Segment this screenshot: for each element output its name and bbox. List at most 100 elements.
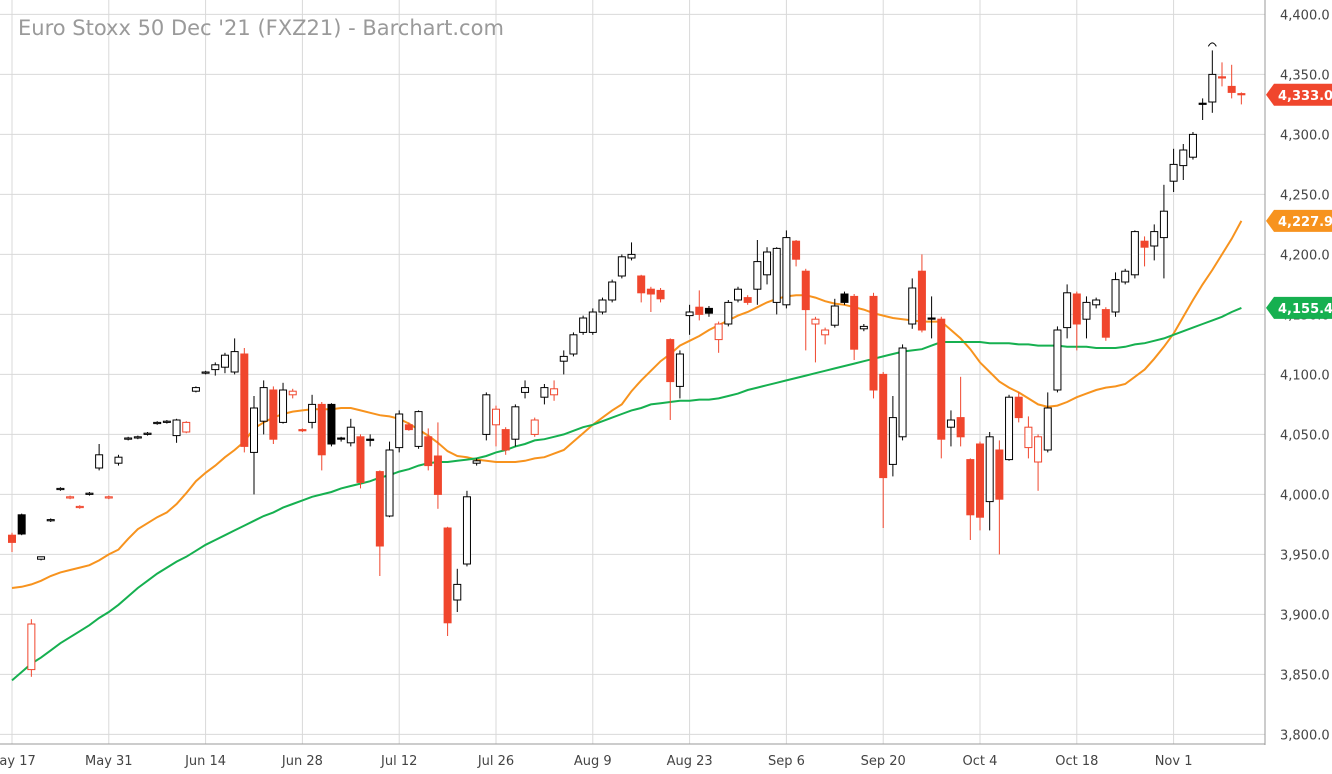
chart-title: Euro Stoxx 50 Dec '21 (FXZ21) - Barchart… (18, 16, 504, 40)
candle-body (530, 419, 539, 435)
candle-body (1101, 309, 1110, 338)
x-tick-label: Jul 26 (477, 754, 514, 769)
y-tick-label: 3,800.0 (1280, 728, 1330, 743)
candle-body (782, 237, 791, 306)
candle-body (27, 623, 36, 671)
candle-body (182, 421, 191, 433)
candle-body (763, 251, 772, 276)
candle-body (1218, 76, 1226, 79)
candle-body (521, 387, 530, 393)
candle-body (317, 403, 326, 456)
y-tick-label: 4,200.0 (1280, 248, 1330, 263)
candle-body (172, 419, 181, 437)
candle-body (608, 281, 617, 301)
candle-body (598, 299, 607, 313)
candle-body (830, 305, 839, 326)
grid (0, 0, 1265, 744)
candle-body (346, 426, 355, 444)
last-value-label: 4,227.9 (1278, 215, 1332, 230)
candle-body (888, 417, 897, 465)
candle-body (695, 306, 704, 315)
candle-body (1208, 73, 1217, 103)
candle-body (327, 403, 336, 445)
candle-body (1121, 270, 1130, 283)
candle-body (385, 449, 394, 517)
candle-body (1043, 407, 1052, 451)
candle-body (37, 556, 46, 560)
candle-body (743, 297, 752, 303)
last-value-tag (1266, 296, 1332, 319)
x-tick-label: Sep 6 (768, 754, 805, 769)
x-tick-label: Nov 1 (1155, 754, 1193, 769)
y-tick-label: 3,850.0 (1280, 668, 1330, 683)
candle-body (395, 413, 404, 449)
candle-body (1092, 299, 1101, 306)
candle-body (753, 261, 762, 290)
candle-body (114, 456, 123, 464)
candle-body (917, 270, 926, 331)
y-tick-label: 3,900.0 (1280, 608, 1330, 623)
candle-body (8, 534, 16, 543)
candle-body (898, 347, 907, 438)
candle-body (840, 293, 849, 303)
candle-body (617, 256, 626, 277)
last-value-label: 4,155.4 (1278, 302, 1332, 317)
candle-body (908, 287, 917, 325)
candle-body (56, 487, 65, 491)
candle-body (792, 240, 801, 260)
y-tick-label: 4,300.0 (1280, 128, 1330, 143)
candle-body (66, 496, 75, 499)
candle-body (734, 288, 742, 301)
x-tick-label: Oct 4 (963, 754, 998, 769)
candle-body (685, 311, 694, 317)
candle-body (1024, 426, 1033, 449)
candle-body (462, 496, 471, 565)
last-value-label: 4,333.0 (1278, 89, 1332, 104)
y-tick-label: 3,950.0 (1280, 548, 1330, 563)
candle-body (627, 253, 636, 259)
candle-body (511, 406, 520, 440)
candle-body (704, 307, 713, 314)
last-value-tag (1266, 83, 1332, 106)
candle-body (1227, 85, 1236, 93)
candle-body (937, 318, 946, 440)
candle-body (859, 325, 868, 330)
candle-body (850, 295, 859, 350)
candle-body (191, 387, 200, 392)
candle-body (153, 421, 162, 425)
candle-body (404, 424, 413, 431)
candle-body (220, 354, 229, 368)
candle-body (666, 339, 675, 383)
high-marker (1207, 42, 1217, 47)
candle-body (17, 514, 26, 535)
candle-body (1130, 231, 1139, 276)
candle-body (579, 317, 588, 333)
y-tick-label: 4,350.0 (1280, 68, 1330, 83)
candle-body (46, 519, 55, 522)
candle-body (337, 437, 346, 440)
candle-body (869, 295, 878, 391)
candle-body (569, 334, 578, 355)
candle-body (75, 505, 84, 509)
candle-body (240, 353, 249, 447)
candle-body (637, 275, 646, 294)
candle-body (424, 436, 433, 467)
candle-body (1169, 163, 1178, 182)
candle-body (1014, 396, 1023, 419)
candle-body (279, 389, 288, 423)
x-tick-label: Sep 20 (861, 754, 906, 769)
candle-body (1082, 301, 1091, 320)
candle-body (1034, 436, 1043, 463)
candle-body (201, 371, 210, 374)
candle-body (269, 389, 278, 440)
candle-body (288, 390, 297, 396)
candle-body (211, 364, 220, 371)
x-tick-label: Aug 9 (574, 754, 612, 769)
candle-body (1053, 329, 1062, 391)
x-tick-label: Aug 23 (667, 754, 713, 769)
candle-body (472, 460, 481, 464)
candle-body (443, 527, 452, 624)
candle-body (453, 583, 462, 601)
candle-body (956, 417, 965, 438)
